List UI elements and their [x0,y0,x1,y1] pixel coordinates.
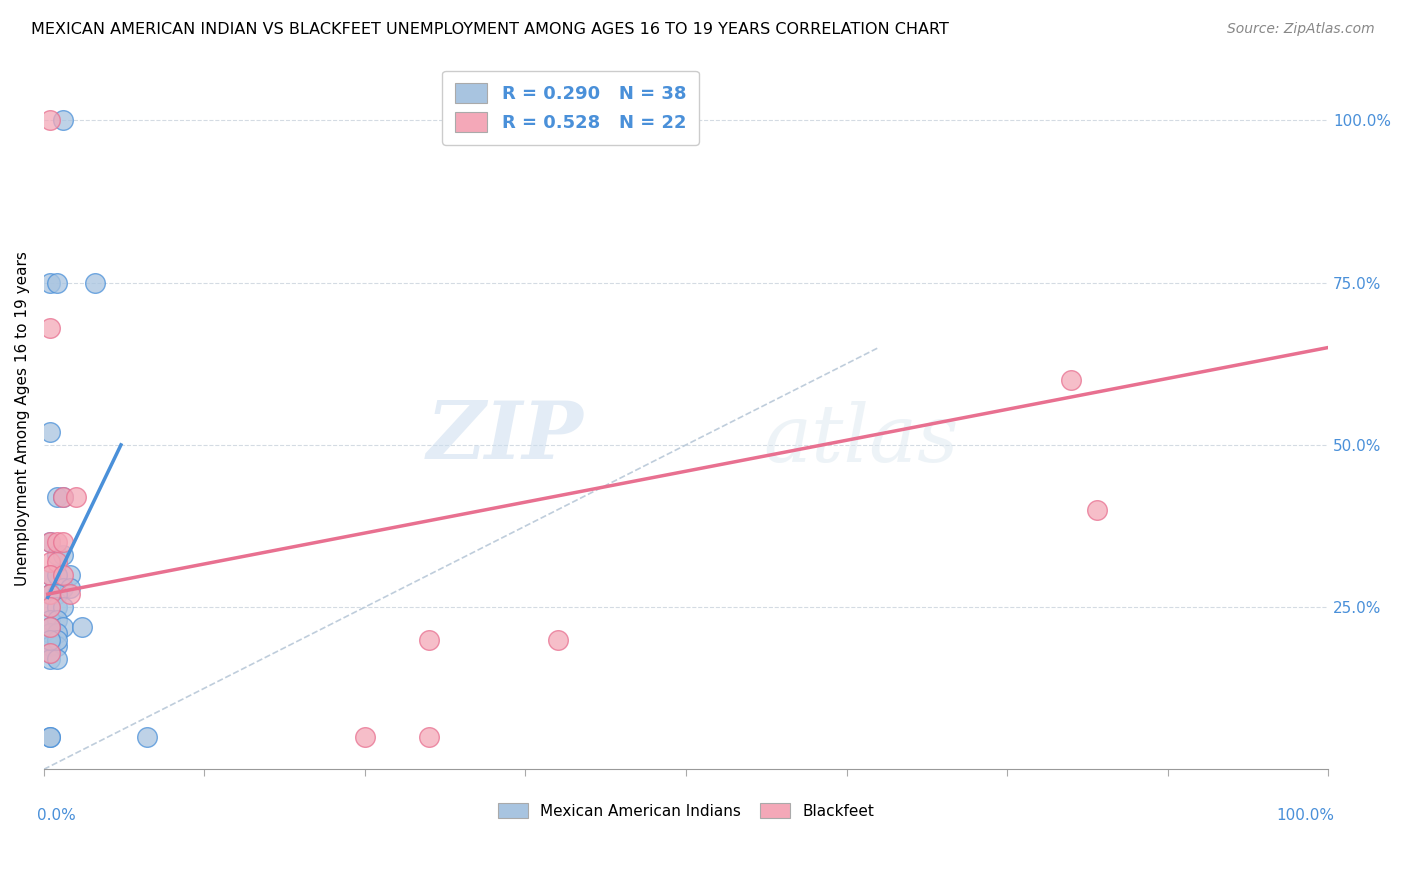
Point [45,555,67,569]
Point [58,567,80,582]
Point [39,652,62,666]
Point [39,619,62,633]
Text: ZIP: ZIP [426,398,583,475]
Point [39,646,62,660]
Legend: Mexican American Indians, Blackfeet: Mexican American Indians, Blackfeet [492,797,880,825]
Point [39,276,62,290]
Point [39,632,62,647]
Point [45,652,67,666]
Point [45,632,67,647]
Point [52,535,75,549]
Point [418,730,440,744]
Point [52,490,75,504]
Point [72,619,94,633]
Point [58,587,80,601]
Point [547,632,569,647]
Point [45,548,67,562]
Point [52,113,75,128]
Point [39,730,62,744]
Point [45,626,67,640]
Point [1085,502,1108,516]
Point [39,613,62,627]
Point [52,600,75,615]
Point [45,535,67,549]
Text: 100.0%: 100.0% [1277,808,1334,822]
Point [52,490,75,504]
Point [418,632,440,647]
Point [39,567,62,582]
Point [65,490,87,504]
Point [52,619,75,633]
Point [45,567,67,582]
Point [45,600,67,615]
Point [52,581,75,595]
Point [39,425,62,439]
Point [39,113,62,128]
Point [39,639,62,653]
Point [39,600,62,615]
Point [45,639,67,653]
Point [39,555,62,569]
Point [84,276,107,290]
Text: Source: ZipAtlas.com: Source: ZipAtlas.com [1227,22,1375,37]
Point [354,730,377,744]
Y-axis label: Unemployment Among Ages 16 to 19 years: Unemployment Among Ages 16 to 19 years [15,252,30,586]
Point [45,587,67,601]
Point [52,567,75,582]
Point [39,626,62,640]
Point [1060,373,1083,387]
Point [52,548,75,562]
Point [39,587,62,601]
Point [39,730,62,744]
Point [135,730,157,744]
Point [39,567,62,582]
Text: atlas: atlas [763,401,959,479]
Text: 0.0%: 0.0% [38,808,76,822]
Point [45,490,67,504]
Point [39,600,62,615]
Point [39,535,62,549]
Point [45,276,67,290]
Point [39,321,62,335]
Point [45,613,67,627]
Point [39,587,62,601]
Point [39,587,62,601]
Point [39,646,62,660]
Point [39,619,62,633]
Point [39,535,62,549]
Text: MEXICAN AMERICAN INDIAN VS BLACKFEET UNEMPLOYMENT AMONG AGES 16 TO 19 YEARS CORR: MEXICAN AMERICAN INDIAN VS BLACKFEET UNE… [31,22,949,37]
Point [58,581,80,595]
